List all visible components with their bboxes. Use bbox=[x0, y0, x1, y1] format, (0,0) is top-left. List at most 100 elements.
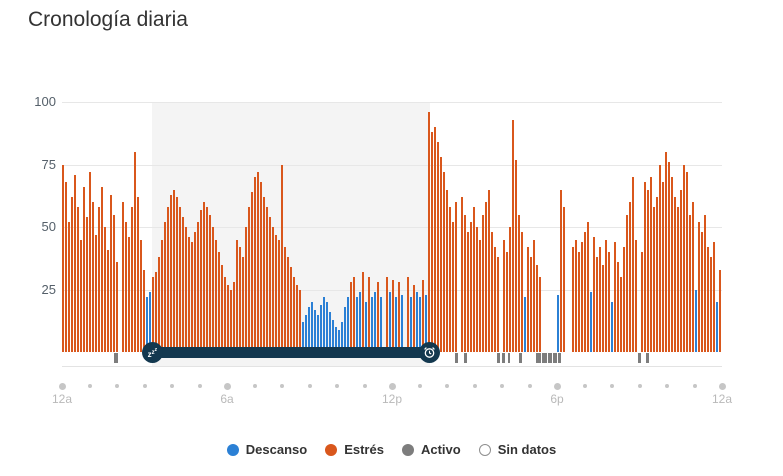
stress-bar bbox=[653, 207, 656, 352]
stress-bar bbox=[614, 242, 617, 352]
stress-bar bbox=[350, 282, 353, 352]
stress-bar bbox=[161, 239, 164, 352]
stress-bar bbox=[104, 227, 107, 352]
stress-bar bbox=[533, 239, 536, 352]
stress-bar bbox=[158, 257, 161, 352]
legend-item-active: Activo bbox=[401, 442, 461, 457]
rest-bar bbox=[305, 314, 308, 352]
hour-dot bbox=[610, 384, 614, 388]
stress-bar bbox=[626, 214, 629, 352]
hour-dot bbox=[553, 382, 561, 390]
stress-bar bbox=[494, 247, 497, 352]
stress-bar bbox=[665, 152, 668, 352]
rest-bar bbox=[395, 297, 398, 352]
rest-bar bbox=[410, 297, 413, 352]
hour-dot bbox=[58, 382, 66, 390]
stress-bar bbox=[602, 264, 605, 352]
active-tick bbox=[464, 353, 468, 363]
stress-bar bbox=[269, 217, 272, 352]
rest-bar bbox=[311, 302, 314, 352]
stress-bar bbox=[707, 247, 710, 352]
stress-bar bbox=[437, 142, 440, 352]
stress-bar bbox=[353, 277, 356, 352]
stress-bar bbox=[530, 257, 533, 352]
rest-bar bbox=[380, 297, 383, 352]
rest-bar bbox=[365, 302, 368, 352]
rest-bar bbox=[314, 309, 317, 352]
stress-bar bbox=[236, 239, 239, 352]
stress-bar bbox=[587, 222, 590, 352]
stress-bar bbox=[92, 202, 95, 352]
hour-dot bbox=[223, 382, 231, 390]
legend-no-data-label: Sin datos bbox=[497, 442, 557, 457]
stress-bar bbox=[224, 277, 227, 352]
stress-bar bbox=[476, 227, 479, 352]
legend-rest-label: Descanso bbox=[245, 442, 308, 457]
stress-dot-icon bbox=[325, 443, 338, 456]
stress-bar bbox=[215, 239, 218, 352]
rest-bar bbox=[341, 322, 344, 352]
stress-bar bbox=[176, 197, 179, 352]
active-tick bbox=[645, 353, 650, 363]
stress-bar bbox=[191, 242, 194, 352]
stress-bar bbox=[449, 207, 452, 352]
stress-bar bbox=[560, 189, 563, 352]
stress-bar bbox=[200, 209, 203, 352]
stress-bar bbox=[167, 207, 170, 352]
active-tick bbox=[502, 353, 506, 363]
stress-bar bbox=[290, 267, 293, 352]
y-axis-label: 25 bbox=[41, 281, 56, 297]
stress-bar bbox=[563, 207, 566, 352]
hour-dot bbox=[388, 382, 396, 390]
stress-bar bbox=[152, 277, 155, 352]
stress-bar bbox=[620, 277, 623, 352]
stress-bar bbox=[434, 127, 437, 352]
stress-bar bbox=[227, 284, 230, 352]
rest-bar bbox=[332, 319, 335, 352]
stress-bar bbox=[251, 192, 254, 352]
stress-bar bbox=[461, 197, 464, 352]
stress-bar bbox=[710, 257, 713, 352]
stress-bar bbox=[593, 237, 596, 352]
stress-bar bbox=[65, 182, 68, 352]
stress-bar bbox=[83, 187, 86, 352]
rest-bar bbox=[308, 307, 311, 352]
stress-bar bbox=[266, 207, 269, 352]
stress-bar bbox=[212, 227, 215, 352]
stress-bar bbox=[656, 197, 659, 352]
stress-bar bbox=[686, 172, 689, 352]
hour-dot bbox=[362, 384, 367, 388]
x-axis-label: 12a bbox=[51, 392, 73, 406]
stress-bar bbox=[287, 257, 290, 352]
rest-bar bbox=[326, 302, 329, 352]
rest-bar bbox=[590, 292, 593, 352]
hour-dot bbox=[637, 384, 642, 388]
y-axis-label: 50 bbox=[41, 219, 56, 234]
stress-bar bbox=[647, 189, 650, 352]
stress-bar bbox=[239, 247, 242, 352]
stress-bar bbox=[599, 247, 602, 352]
stress-bar bbox=[506, 252, 509, 352]
hour-dot bbox=[692, 384, 697, 388]
active-tick bbox=[114, 353, 118, 363]
stress-bar bbox=[644, 182, 647, 352]
stress-bar bbox=[218, 252, 221, 352]
rest-bar bbox=[338, 329, 341, 352]
stress-bar bbox=[662, 182, 665, 352]
rest-bar bbox=[320, 304, 323, 352]
gridline bbox=[62, 102, 722, 103]
no-data-dot-icon bbox=[478, 443, 491, 456]
active-tick bbox=[557, 353, 561, 363]
legend-item-no-data: Sin datos bbox=[478, 442, 557, 457]
stress-bar bbox=[596, 257, 599, 352]
rest-bar bbox=[146, 297, 149, 352]
stress-bar bbox=[581, 242, 584, 352]
hour-dot bbox=[582, 384, 587, 388]
x-axis-label: 12p bbox=[381, 392, 403, 406]
stress-bar bbox=[245, 227, 248, 352]
rest-bar bbox=[716, 302, 719, 352]
stress-bar bbox=[584, 232, 587, 352]
stress-bar bbox=[80, 239, 83, 352]
